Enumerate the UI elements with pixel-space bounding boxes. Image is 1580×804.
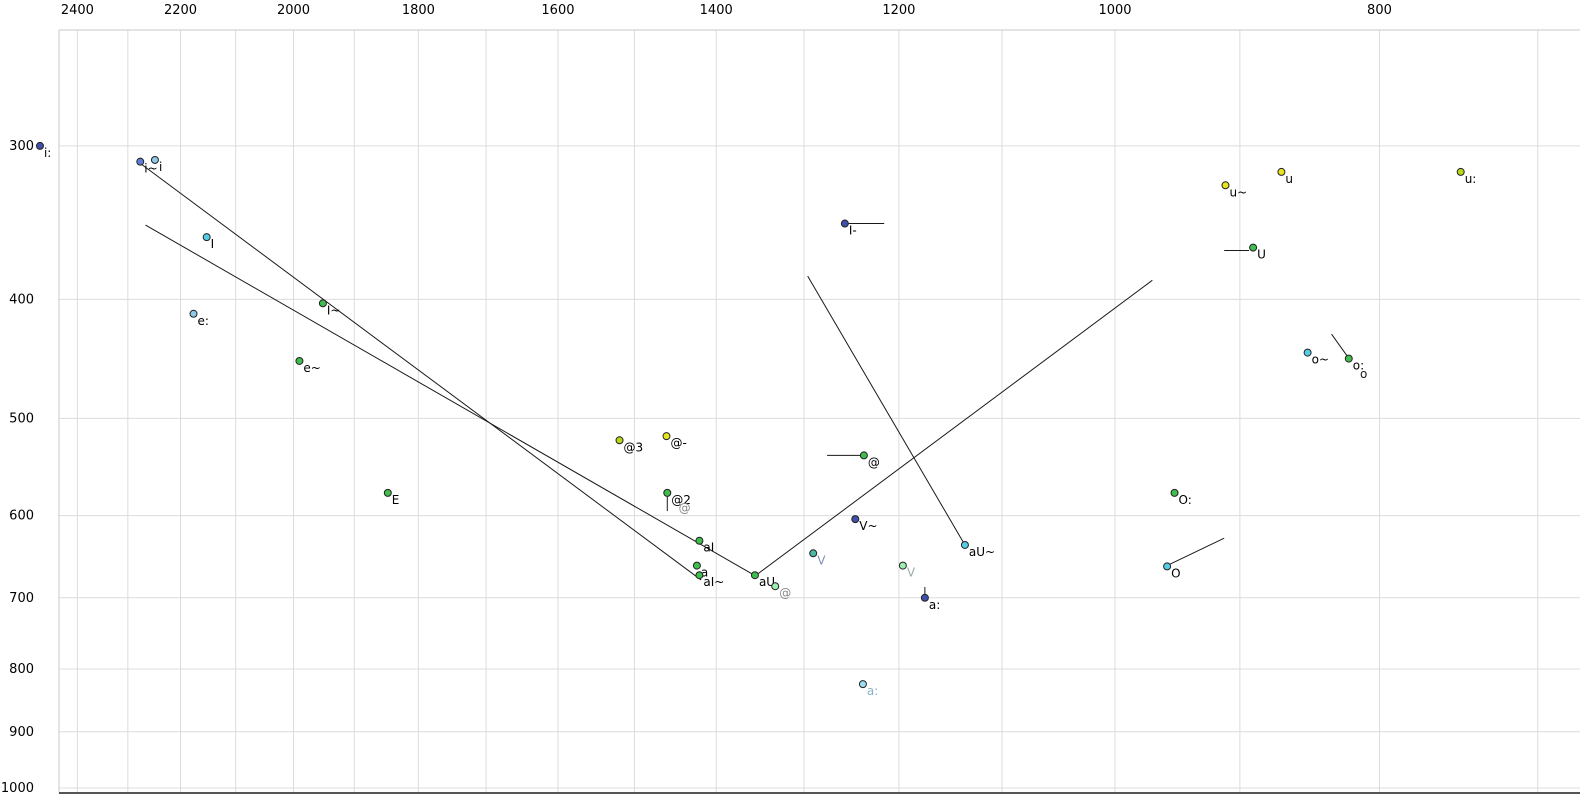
y-tick-label: 500	[9, 411, 34, 426]
data-point	[295, 356, 304, 365]
data-point	[35, 141, 44, 150]
trajectory-line	[1331, 333, 1348, 357]
data-point	[1277, 167, 1286, 176]
point-label: I-	[849, 224, 857, 238]
point-label: a	[701, 566, 708, 580]
annotation-label: o	[1360, 367, 1367, 381]
point-label: a:	[867, 684, 878, 698]
data-point	[771, 582, 780, 591]
point-label: u	[1285, 172, 1293, 186]
x-tick-label: 2000	[277, 3, 310, 18]
point-label: V	[907, 566, 916, 580]
y-tick-label: 800	[9, 662, 34, 677]
data-point	[1249, 243, 1258, 252]
x-tick-label: 2200	[164, 3, 197, 18]
data-point	[840, 219, 849, 228]
point-label: u~	[1229, 185, 1247, 199]
point-label: @2	[671, 493, 691, 507]
data-point	[898, 561, 907, 570]
trajectory-line	[754, 279, 1153, 577]
data-point	[960, 540, 969, 549]
data-point	[1303, 348, 1312, 357]
data-point	[1221, 181, 1230, 190]
data-point	[859, 451, 868, 460]
point-label: aI	[703, 541, 714, 555]
point-label: aI~	[703, 575, 724, 589]
data-point	[809, 549, 818, 558]
point-label: I	[211, 237, 215, 251]
data-point	[662, 432, 671, 441]
x-tick-label: 2400	[61, 3, 94, 18]
point-label: @3	[624, 440, 644, 454]
point-label: i	[159, 160, 162, 174]
point-label: V~	[859, 519, 877, 533]
data-point	[750, 571, 759, 580]
data-point	[695, 536, 704, 545]
y-tick-label: 900	[9, 725, 34, 740]
data-point	[318, 299, 327, 308]
trajectory-line	[807, 275, 966, 546]
annotation-label: @	[679, 501, 691, 515]
point-label: aU	[759, 575, 775, 589]
point-label: u:	[1465, 172, 1477, 186]
x-tick-label: 1400	[700, 3, 733, 18]
point-label: O	[1171, 566, 1180, 580]
data-point	[1170, 488, 1179, 497]
data-point	[150, 155, 159, 164]
data-point	[920, 593, 929, 602]
data-point	[1344, 354, 1353, 363]
point-label: aU~	[969, 545, 995, 559]
data-point	[695, 571, 704, 580]
point-label: i~	[144, 162, 157, 176]
y-tick-label: 300	[9, 139, 34, 154]
x-tick-label: 1000	[1098, 3, 1131, 18]
point-label: e~	[303, 361, 320, 375]
data-point	[1163, 562, 1172, 571]
data-point	[692, 561, 701, 570]
x-tick-label: 800	[1367, 3, 1392, 18]
data-point	[136, 157, 145, 166]
data-point	[383, 488, 392, 497]
point-label: @-	[670, 436, 686, 450]
x-tick-label: 1200	[882, 3, 915, 18]
point-label: o~	[1312, 353, 1329, 367]
data-point	[202, 233, 211, 242]
point-label: U	[1257, 248, 1266, 262]
point-label: o:	[1353, 359, 1364, 373]
point-label: E	[392, 493, 400, 507]
x-tick-label: 1800	[402, 3, 435, 18]
y-tick-label: 600	[9, 509, 34, 524]
point-label: V	[817, 553, 826, 567]
data-point	[858, 680, 867, 689]
point-label: @	[868, 455, 880, 469]
data-point	[189, 309, 198, 318]
y-tick-label: 700	[9, 591, 34, 606]
data-point	[1456, 167, 1465, 176]
trajectory-line	[145, 224, 757, 577]
point-label: a:	[929, 598, 940, 612]
data-point	[615, 436, 624, 445]
point-label: I~	[327, 303, 341, 317]
trajectory-line	[139, 162, 702, 581]
point-label: @	[779, 586, 791, 600]
y-tick-label: 400	[9, 292, 34, 307]
data-point	[851, 515, 860, 524]
trajectory-line	[1166, 537, 1225, 567]
x-tick-label: 1600	[541, 3, 574, 18]
y-tick-label: 1000	[1, 781, 34, 796]
point-label: O:	[1179, 493, 1192, 507]
data-point	[663, 488, 672, 497]
point-label: e:	[198, 314, 209, 328]
point-label: i:	[44, 146, 51, 160]
